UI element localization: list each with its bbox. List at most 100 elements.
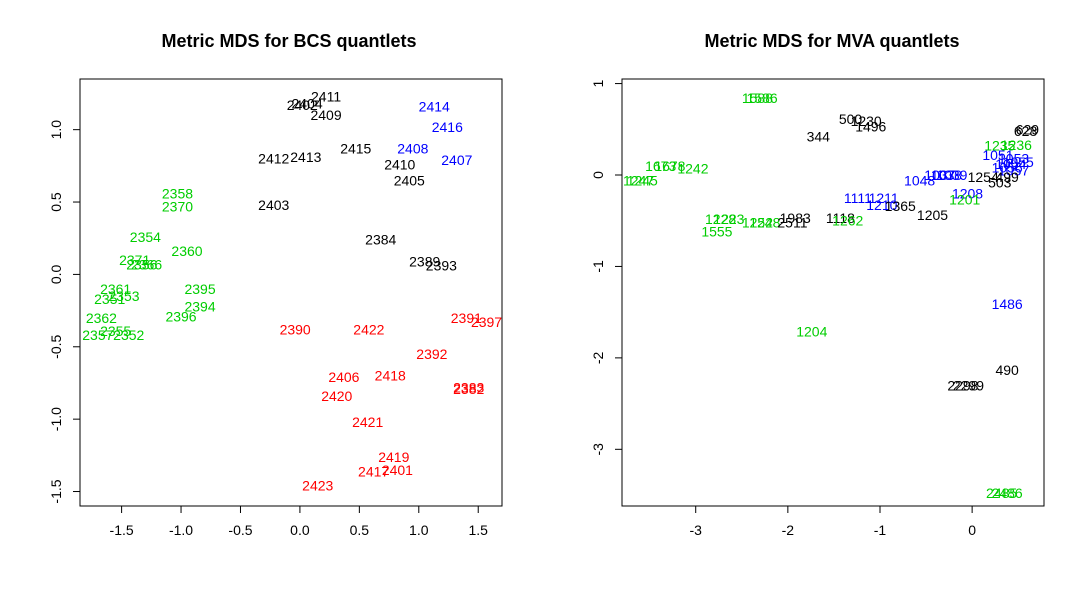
mva-point-label: 1039 <box>936 167 967 183</box>
mva-point-label: 1242 <box>677 161 708 177</box>
bcs-point-label: 2411 <box>311 88 341 104</box>
bcs-x-tick-label: 1.5 <box>468 522 488 538</box>
bcs-axes: -1.5 -1.0 -0.5 0.0 0.5 1.0 1.5 -1.5 -1.0 -0.5 0.0 0… <box>48 120 488 538</box>
bcs-x-tick-label: 0.0 <box>290 522 310 538</box>
bcs-point-label: 2419 <box>378 449 409 465</box>
mva-point-label: 1056 <box>992 160 1023 176</box>
bcs-point-label: 2408 <box>397 140 428 156</box>
mva-point-label: 503 <box>988 174 1012 190</box>
bcs-x-tick-label: -1.5 <box>110 522 134 538</box>
mva-x-tick-label: 0 <box>968 522 976 538</box>
bcs-point-label: 2383 <box>453 379 484 395</box>
bcs-point-label: 2415 <box>340 140 371 156</box>
bcs-point-label: 2371 <box>119 252 150 268</box>
mva-point-label: 1673 <box>645 158 676 174</box>
mva-point-label: 2486 <box>992 485 1023 501</box>
bcs-y-tick-label: 1.0 <box>48 120 64 140</box>
mva-x-tick-label: -1 <box>874 522 887 538</box>
mva-y-tick-label: -1 <box>590 260 606 273</box>
bcs-point-label: 2357 <box>82 327 113 343</box>
bcs-point-label: 2409 <box>310 107 341 123</box>
bcs-point-label: 2353 <box>108 288 139 304</box>
bcs-point-label: 2420 <box>321 388 352 404</box>
bcs-point-label: 2422 <box>353 321 384 337</box>
mva-y-tick-label: -2 <box>590 351 606 364</box>
mva-point-label: 1223 <box>713 211 744 227</box>
bcs-x-tick-label: -1.0 <box>169 522 193 538</box>
mva-point-label: 1038 <box>931 167 962 183</box>
mva-point-label: 1678 <box>654 158 685 174</box>
bcs-point-label: 2391 <box>451 310 482 326</box>
bcs-panel: Metric MDS for BCS quantlets 24112404240… <box>48 31 503 538</box>
mva-point-label: 1555 <box>701 224 732 240</box>
mva-point-label: 1486 <box>992 296 1023 312</box>
bcs-point-label: 2355 <box>100 323 131 339</box>
mva-point-label: 499 <box>995 169 1019 185</box>
mva-point-label: 1236 <box>1001 137 1032 153</box>
bcs-point-label: 2401 <box>382 462 413 478</box>
bcs-point-label: 2389 <box>409 253 440 269</box>
mva-point-label: 1055 <box>1003 154 1034 170</box>
bcs-point-label: 2393 <box>426 258 457 274</box>
bcs-point-label: 2414 <box>419 99 450 115</box>
bcs-point-label: 2407 <box>441 152 472 168</box>
bcs-point-label: 2390 <box>280 321 311 337</box>
mva-point-label: 628 <box>1014 123 1038 139</box>
mva-point-label: 1983 <box>780 210 811 226</box>
bcs-point-label: 2410 <box>384 156 415 172</box>
bcs-point-label: 2361 <box>100 281 131 297</box>
bcs-y-tick-label: -0.5 <box>48 335 64 359</box>
mva-point-label: 500 <box>839 111 863 127</box>
mva-point-label: 1210 <box>866 197 897 213</box>
mva-point-label: 1111 <box>844 190 872 206</box>
bcs-point-label: 2351 <box>94 291 125 307</box>
bcs-point-label: 2397 <box>471 314 502 330</box>
mva-y-tick-label: 1 <box>590 79 606 87</box>
bcs-point-label: 2423 <box>302 478 333 494</box>
bcs-x-tick-label: 1.0 <box>409 522 429 538</box>
mva-point-label: 2299 <box>953 377 984 393</box>
mva-point-label: 1235 <box>984 138 1015 154</box>
mva-y-tick-label: -3 <box>590 443 606 456</box>
bcs-y-tick-label: 0.5 <box>48 192 64 212</box>
mva-point-label: 1365 <box>885 198 916 214</box>
bcs-point-label: 2370 <box>162 198 193 214</box>
mva-point-label: 1037 <box>924 167 955 183</box>
bcs-title: Metric MDS for BCS quantlets <box>161 31 416 51</box>
bcs-point-label: 2352 <box>113 327 144 343</box>
mva-point-label: 490 <box>995 362 1019 378</box>
mva-point-label: 1118 <box>826 210 855 226</box>
mva-point-label: 1208 <box>952 185 983 201</box>
bcs-x-tick-label: -0.5 <box>228 522 252 538</box>
mva-point-label: 1588 <box>742 90 773 106</box>
bcs-plot-frame <box>79 78 503 507</box>
bcs-point-label: 2396 <box>165 308 196 324</box>
bcs-point-label: 2384 <box>365 232 396 248</box>
bcs-point-label: 2366 <box>131 256 162 272</box>
mva-point-label: 1586 <box>746 90 777 106</box>
bcs-y-tick-label: 0.0 <box>48 264 64 284</box>
bcs-point-label: 2395 <box>184 281 215 297</box>
mva-title: Metric MDS for MVA quantlets <box>704 31 959 51</box>
mva-point-label: 1247 <box>623 172 654 188</box>
bcs-point-label: 2392 <box>416 346 447 362</box>
bcs-y-tick-label: -1.5 <box>48 479 64 503</box>
mva-point-label: 1051 <box>982 147 1013 163</box>
mva-point-label: 1048 <box>904 172 935 188</box>
mva-point-label: 1201 <box>949 192 980 208</box>
bcs-point-label: 2382 <box>453 381 484 397</box>
mva-point-label: 1053 <box>998 151 1029 167</box>
mva-axes: -3 -2 -1 0 -3 -2 -1 0 1 <box>590 79 976 538</box>
mva-point-label: 1205 <box>917 207 948 223</box>
bcs-y-tick-label: -1.0 <box>48 407 64 431</box>
mva-point-label: 1204 <box>796 323 827 339</box>
bcs-point-label: 2354 <box>130 229 161 245</box>
mva-point-label: 2298 <box>947 377 978 393</box>
bcs-x-tick-label: 0.5 <box>350 522 370 538</box>
mva-x-tick-label: -2 <box>782 522 795 538</box>
bcs-point-label: 2417 <box>358 463 389 479</box>
bcs-point-label: 2358 <box>162 185 193 201</box>
